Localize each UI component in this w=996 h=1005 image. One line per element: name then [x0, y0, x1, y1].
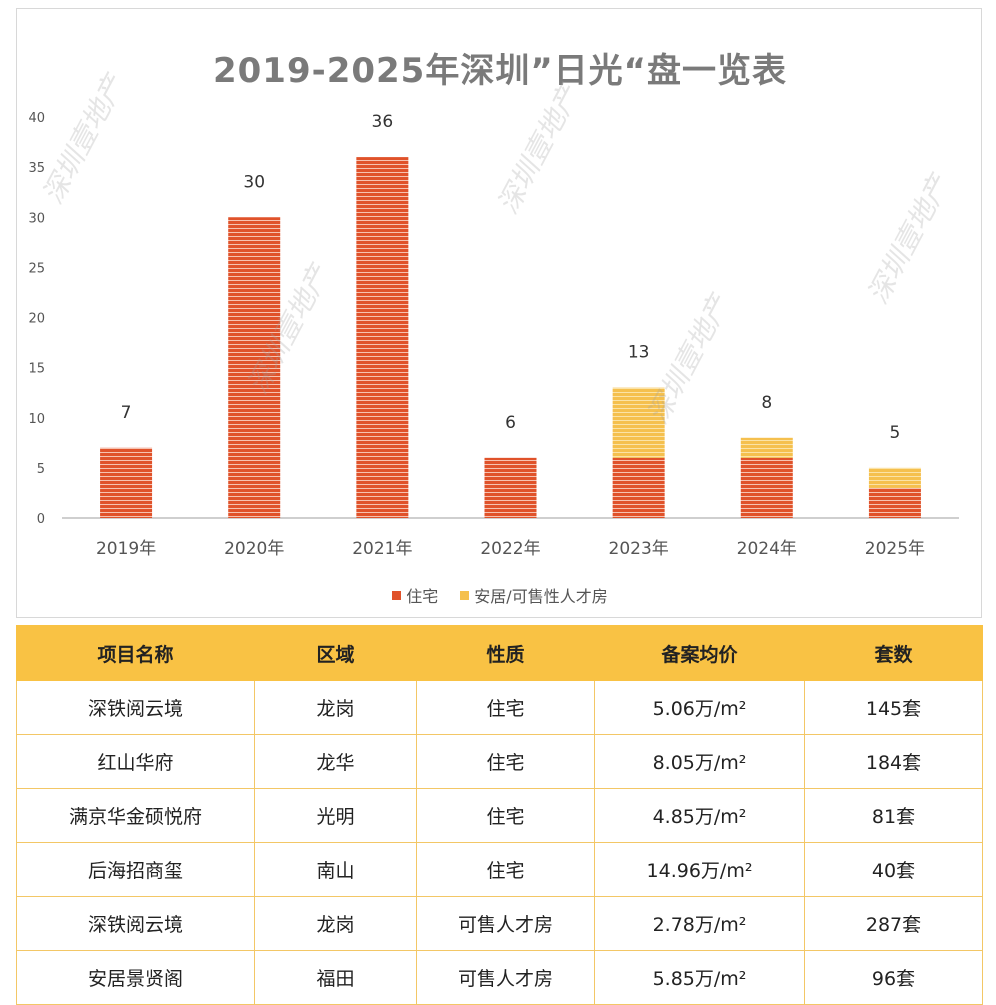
y-tick-label: 35 — [28, 161, 45, 176]
table-row: 深铁阅云境 龙岗 可售人才房 2.78万/m² 287套 — [16, 896, 983, 951]
cell-district: 龙岗 — [254, 896, 417, 951]
chart-title: 2019-2025年深圳”日光“盘一览表 — [212, 51, 788, 91]
bar-talent-housing — [612, 387, 665, 458]
cell-project-name: 红山华府 — [16, 734, 255, 789]
cell-unit-count: 40套 — [804, 842, 983, 897]
bar-total-label: 13 — [628, 343, 650, 363]
bar-total-label: 8 — [761, 393, 772, 413]
cell-project-name: 安居景贤阁 — [16, 950, 255, 1005]
bar-residential — [612, 457, 665, 518]
header-unit-count: 套数 — [804, 625, 983, 681]
cell-property-type: 可售人才房 — [416, 950, 595, 1005]
bar-total-label: 5 — [890, 423, 901, 443]
bar-chart: 0 5 10 15 20 25 30 35 40 7 2019年 30 2020年 36 2021年 6 20… — [28, 111, 959, 559]
x-tick-label: 2019年 — [96, 539, 156, 559]
x-tick-label: 2024年 — [737, 539, 797, 559]
cell-project-name: 满京华金硕悦府 — [16, 788, 255, 843]
header-property-type: 性质 — [416, 625, 595, 681]
cell-property-type: 住宅 — [416, 842, 595, 897]
bar-talent-housing — [740, 437, 793, 458]
table-row: 安居景贤阁 福田 可售人才房 5.85万/m² 96套 — [16, 950, 983, 1005]
bar-total-label: 7 — [121, 403, 132, 423]
y-tick-label: 0 — [37, 512, 45, 527]
table-row: 深铁阅云境 龙岗 住宅 5.06万/m² 145套 — [16, 680, 983, 735]
x-tick-label: 2023年 — [609, 539, 669, 559]
y-tick-label: 10 — [28, 412, 45, 427]
bar-residential — [484, 457, 537, 518]
cell-property-type: 住宅 — [416, 788, 595, 843]
header-district: 区域 — [254, 625, 417, 681]
chart-panel: 0 5 10 15 20 25 30 35 40 7 2019年 30 2020年 36 2021年 6 20… — [16, 8, 982, 618]
bar-total-label: 30 — [243, 172, 265, 192]
cell-project-name: 后海招商玺 — [16, 842, 255, 897]
x-tick-label: 2021年 — [352, 539, 412, 559]
cell-avg-price: 5.85万/m² — [594, 950, 805, 1005]
y-tick-label: 25 — [28, 261, 45, 276]
cell-unit-count: 145套 — [804, 680, 983, 735]
cell-property-type: 可售人才房 — [416, 896, 595, 951]
bar-total-label: 6 — [505, 413, 516, 433]
project-table-wrap: 项目名称 区域 性质 备案均价 套数 深铁阅云境 龙岗 住宅 5.06万/m² … — [16, 625, 983, 1005]
table-row: 红山华府 龙华 住宅 8.05万/m² 184套 — [16, 734, 983, 789]
x-tick-label: 2022年 — [480, 539, 540, 559]
table-header-row: 项目名称 区域 性质 备案均价 套数 — [16, 625, 983, 681]
y-tick-label: 20 — [28, 312, 45, 327]
bar-residential — [228, 217, 281, 518]
cell-unit-count: 287套 — [804, 896, 983, 951]
project-table: 项目名称 区域 性质 备案均价 套数 深铁阅云境 龙岗 住宅 5.06万/m² … — [16, 625, 983, 1005]
legend-item-residential: 住宅 — [392, 583, 438, 607]
bar-talent-housing — [868, 467, 921, 488]
legend-label-residential: 住宅 — [406, 587, 439, 606]
cell-district: 光明 — [254, 788, 417, 843]
legend-item-talent-housing: 安居/可售性人才房 — [460, 583, 608, 607]
cell-unit-count: 96套 — [804, 950, 983, 1005]
chart-legend: 住宅 安居/可售性人才房 — [17, 583, 983, 607]
cell-district: 南山 — [254, 842, 417, 897]
cell-project-name: 深铁阅云境 — [16, 680, 255, 735]
cell-avg-price: 5.06万/m² — [594, 680, 805, 735]
cell-avg-price: 8.05万/m² — [594, 734, 805, 789]
legend-label-talent-housing: 安居/可售性人才房 — [474, 587, 608, 606]
cell-project-name: 深铁阅云境 — [16, 896, 255, 951]
header-avg-price: 备案均价 — [594, 625, 805, 681]
y-tick-label: 5 — [37, 462, 45, 477]
header-project-name: 项目名称 — [16, 625, 255, 681]
x-tick-label: 2020年 — [224, 539, 284, 559]
cell-property-type: 住宅 — [416, 680, 595, 735]
bar-total-label: 36 — [372, 112, 394, 132]
table-row: 满京华金硕悦府 光明 住宅 4.85万/m² 81套 — [16, 788, 983, 843]
bar-residential — [356, 157, 409, 518]
bar-residential — [868, 487, 921, 518]
legend-swatch-talent-housing — [460, 590, 470, 600]
bar-residential — [100, 447, 153, 518]
x-tick-label: 2025年 — [865, 539, 925, 559]
cell-avg-price: 2.78万/m² — [594, 896, 805, 951]
y-tick-label: 15 — [28, 362, 45, 377]
cell-district: 福田 — [254, 950, 417, 1005]
legend-swatch-residential — [392, 590, 402, 600]
table-row: 后海招商玺 南山 住宅 14.96万/m² 40套 — [16, 842, 983, 897]
cell-property-type: 住宅 — [416, 734, 595, 789]
y-tick-label: 30 — [28, 211, 45, 226]
bar-residential — [740, 457, 793, 518]
y-tick-label: 40 — [28, 111, 45, 126]
cell-unit-count: 81套 — [804, 788, 983, 843]
cell-district: 龙华 — [254, 734, 417, 789]
cell-avg-price: 4.85万/m² — [594, 788, 805, 843]
cell-unit-count: 184套 — [804, 734, 983, 789]
cell-district: 龙岗 — [254, 680, 417, 735]
cell-avg-price: 14.96万/m² — [594, 842, 805, 897]
